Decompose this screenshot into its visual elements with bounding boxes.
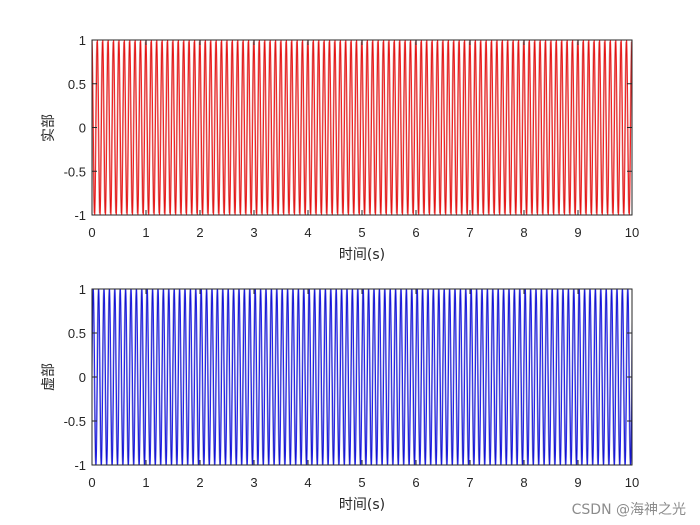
x-tick-label: 6 bbox=[412, 475, 419, 490]
y-tick-label: -1 bbox=[74, 458, 86, 473]
x-tick-label: 3 bbox=[250, 475, 257, 490]
x-tick-label: 1 bbox=[142, 225, 149, 240]
x-tick-label: 5 bbox=[358, 225, 365, 240]
x-tick-label: 4 bbox=[304, 475, 311, 490]
x-tick-label: 7 bbox=[466, 225, 473, 240]
y-tick-label: -1 bbox=[74, 208, 86, 223]
imag-part-signal-fill bbox=[91, 288, 633, 466]
y-tick-label: 0 bbox=[79, 121, 86, 136]
xlabel-real: 时间(s) bbox=[339, 247, 385, 263]
imag-part-signal-edge bbox=[91, 289, 633, 465]
x-tick-label: 9 bbox=[574, 475, 581, 490]
ticks-real: 0 1 2 3 4 5 6 7 8 9 10 1 0.5 0 -0.5 -1 bbox=[64, 33, 640, 240]
ylabel-imag: 虚部 bbox=[41, 363, 57, 391]
xlabel-imag: 时间(s) bbox=[339, 497, 385, 513]
x-tick-label: 2 bbox=[196, 225, 203, 240]
x-tick-label: 0 bbox=[88, 225, 95, 240]
y-tick-label: -0.5 bbox=[64, 414, 86, 429]
subplot-imag: 0 1 2 3 4 5 6 7 8 9 10 1 0.5 0 -0.5 -1 虚部 时间(s) bbox=[41, 282, 639, 513]
x-tick-label: 8 bbox=[520, 225, 527, 240]
y-tick-label: -0.5 bbox=[64, 164, 86, 179]
x-tick-label: 1 bbox=[142, 475, 149, 490]
y-tick-label: 0.5 bbox=[68, 77, 86, 92]
y-tick-label: 0.5 bbox=[68, 326, 86, 341]
real-part-signal-edge bbox=[91, 41, 633, 214]
x-tick-label: 5 bbox=[358, 475, 365, 490]
x-tick-label: 2 bbox=[196, 475, 203, 490]
subplot-real: 0 1 2 3 4 5 6 7 8 9 10 1 0.5 0 -0.5 -1 实部 时间(s) bbox=[41, 33, 639, 263]
ticks-imag: 0 1 2 3 4 5 6 7 8 9 10 1 0.5 0 -0.5 -1 bbox=[64, 282, 640, 490]
x-tick-label: 6 bbox=[412, 225, 419, 240]
x-tick-label: 7 bbox=[466, 475, 473, 490]
x-tick-label: 3 bbox=[250, 225, 257, 240]
x-tick-label: 9 bbox=[574, 225, 581, 240]
watermark: CSDN @海神之光 bbox=[571, 502, 686, 518]
x-tick-label: 8 bbox=[520, 475, 527, 490]
y-tick-label: 1 bbox=[79, 33, 86, 48]
ylabel-real: 实部 bbox=[41, 114, 57, 142]
x-tick-label: 10 bbox=[625, 225, 639, 240]
y-tick-label: 0 bbox=[79, 370, 86, 385]
x-tick-label: 4 bbox=[304, 225, 311, 240]
y-tick-label: 1 bbox=[79, 282, 86, 297]
x-tick-label: 0 bbox=[88, 475, 95, 490]
x-tick-label: 10 bbox=[625, 475, 639, 490]
